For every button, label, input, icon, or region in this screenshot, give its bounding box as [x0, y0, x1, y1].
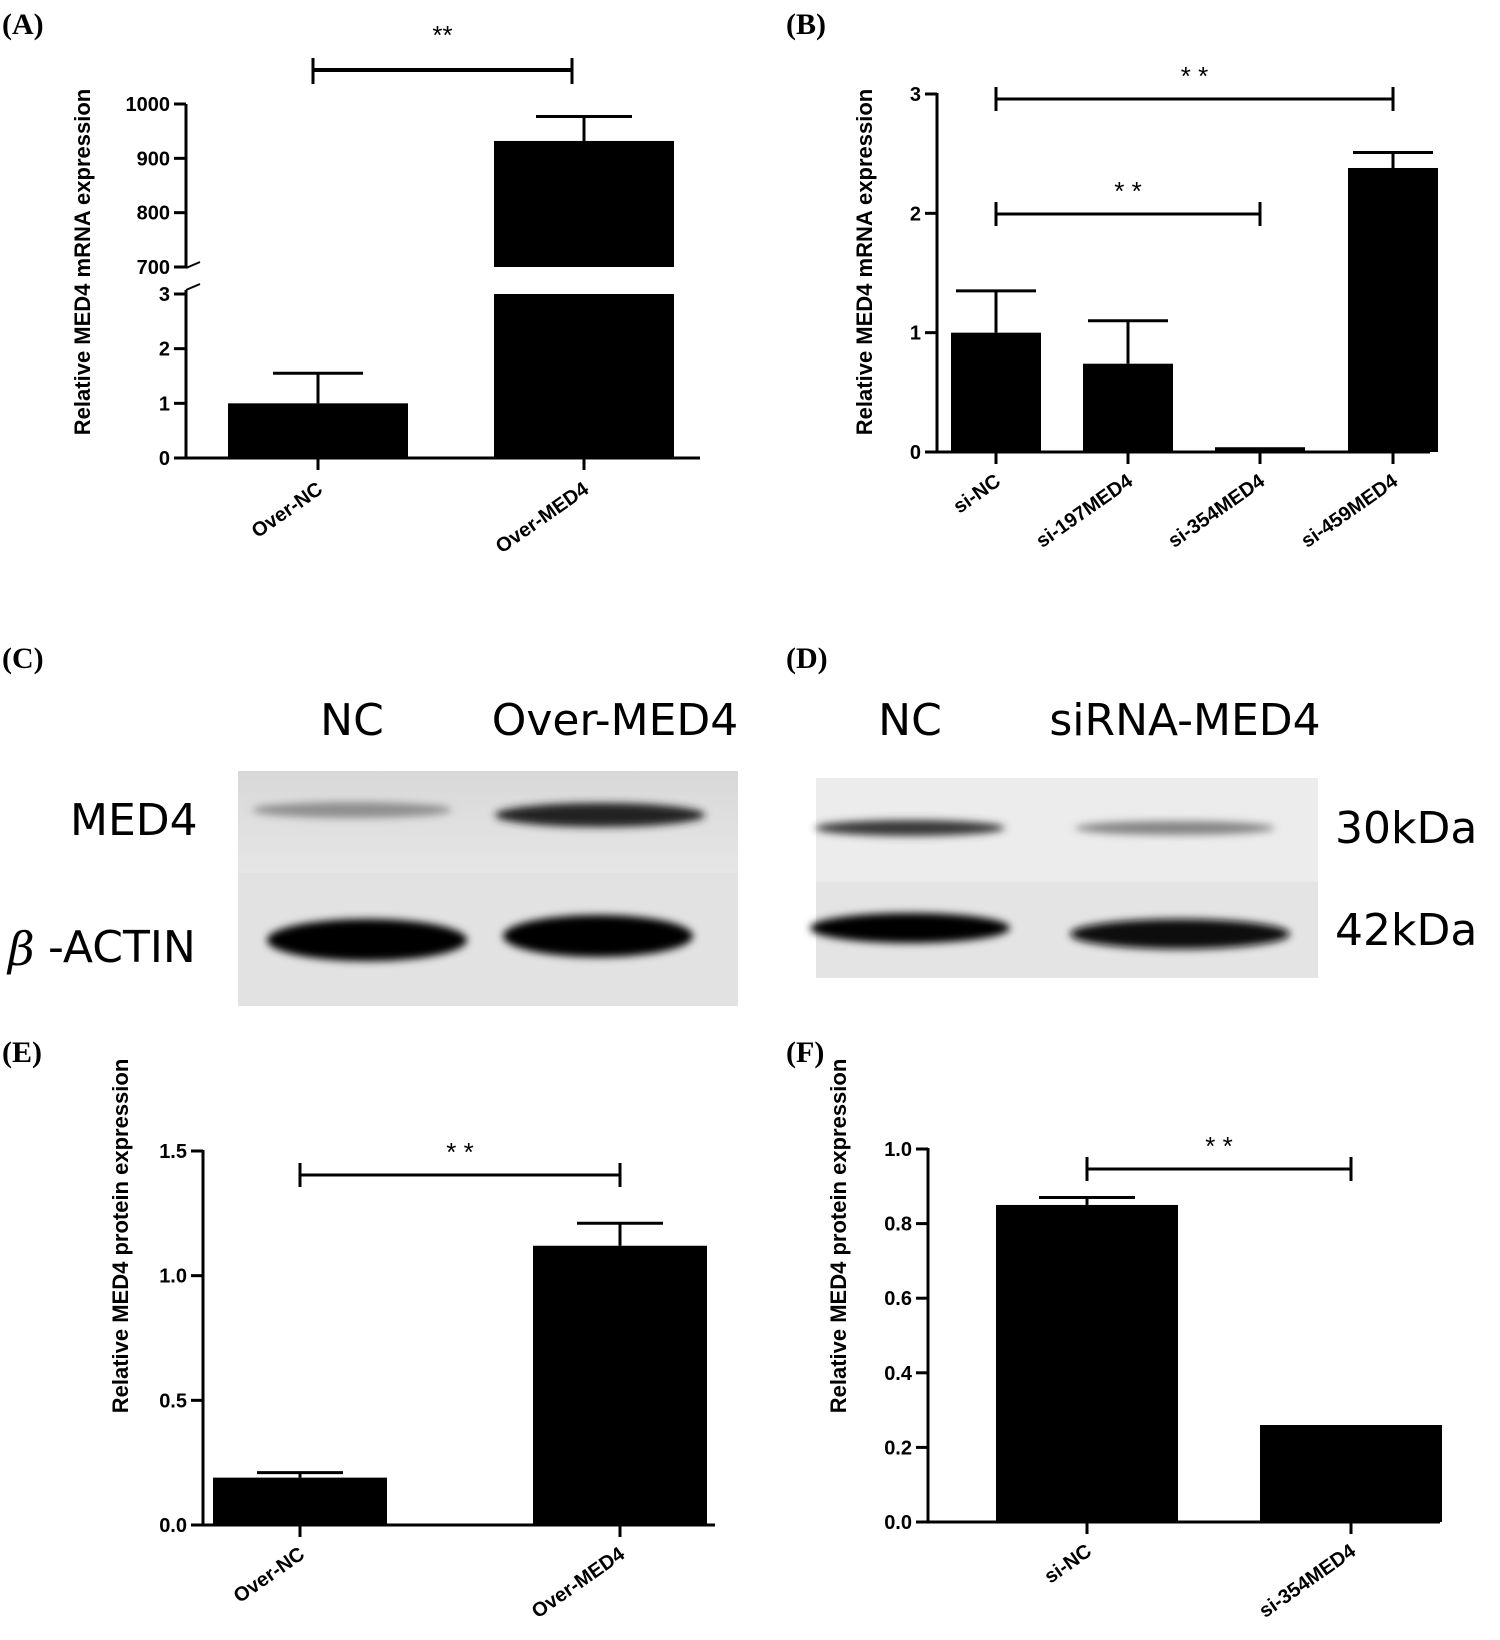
- bar: [951, 332, 1041, 452]
- beta-symbol: β: [6, 922, 35, 976]
- bar: [494, 140, 674, 267]
- x-tick-label: si-354MED4: [1255, 1540, 1360, 1623]
- panel-label-a: (A): [2, 8, 44, 41]
- blot-c-lane-over-med4: Over-MED4: [492, 695, 739, 746]
- y-tick-label: 700: [137, 257, 170, 279]
- x-tick-label: Over-NC: [230, 1543, 309, 1608]
- blot-c-row-med4: MED4: [70, 795, 198, 846]
- bar: [533, 1245, 707, 1525]
- blot-d-size-42kda: 42kDa: [1335, 905, 1477, 956]
- panel-label-e: (E): [2, 1036, 42, 1069]
- y-tick-label: 1.0: [159, 1266, 187, 1288]
- bar: [213, 1477, 387, 1525]
- y-tick-label: 2: [910, 203, 921, 225]
- blot-d-lane-sirna-med4: siRNA-MED4: [1049, 695, 1320, 746]
- y-tick-label: 0.0: [884, 1512, 912, 1534]
- y-tick-label: 1: [910, 323, 921, 345]
- y-tick-label: 0.4: [884, 1363, 913, 1385]
- panel-label-f: (F): [786, 1036, 824, 1069]
- blot-band: [1075, 821, 1275, 835]
- significance-label: * *: [1114, 176, 1141, 206]
- y-tick-label: 0.0: [159, 1515, 187, 1537]
- y-tick-label: 0: [159, 448, 170, 470]
- x-tick-label: si-NC: [949, 470, 1004, 518]
- y-tick-label: 3: [910, 84, 921, 106]
- y-tick-label: 1: [159, 393, 170, 415]
- bar: [228, 403, 408, 458]
- significance-label: * *: [1205, 1131, 1232, 1161]
- significance-label: * *: [446, 1137, 473, 1167]
- x-tick-label: si-459MED4: [1297, 470, 1402, 553]
- bar-lower-segment: [494, 294, 674, 458]
- y-tick-label: 900: [137, 148, 170, 170]
- chart-e-ylabel: Relative MED4 protein expression: [108, 1059, 133, 1414]
- chart-a: Relative MED4 mRNA expression 0 1 2 3 700 800…: [70, 20, 700, 558]
- chart-b-ylabel: Relative MED4 mRNA expression: [852, 89, 877, 435]
- x-tick-label: Over-MED4: [492, 478, 594, 558]
- y-tick-label: 0.6: [884, 1288, 912, 1310]
- x-tick-label: Over-NC: [248, 478, 327, 543]
- y-tick-label: 0.2: [884, 1437, 912, 1459]
- blot-band: [495, 803, 705, 827]
- chart-a-break-mark: [185, 283, 201, 291]
- panel-label-d: (D): [786, 642, 828, 675]
- blot-band: [810, 913, 1010, 943]
- western-blot-d: NC siRNA-MED4 30kDa 42kDa: [810, 695, 1477, 978]
- significance-label: **: [432, 20, 452, 50]
- y-tick-label: 3: [159, 284, 170, 306]
- chart-a-ylabel: Relative MED4 mRNA expression: [70, 89, 95, 435]
- y-tick-label: 0.8: [884, 1214, 912, 1236]
- bar: [1215, 447, 1305, 452]
- blot-band: [267, 919, 467, 961]
- blot-band: [252, 802, 452, 818]
- y-tick-label: 1.0: [884, 1139, 912, 1161]
- bar: [1260, 1425, 1442, 1522]
- x-tick-label: si-354MED4: [1164, 470, 1269, 553]
- panel-label-b: (B): [786, 8, 826, 41]
- western-blot-c: NC Over-MED4 MED4 β -ACTIN: [6, 695, 738, 1006]
- chart-a-break-mark: [185, 261, 201, 269]
- y-tick-label: 800: [137, 203, 170, 225]
- blot-d-size-30kda: 30kDa: [1335, 803, 1477, 854]
- bar: [996, 1204, 1178, 1522]
- chart-f-ylabel: Relative MED4 protein expression: [826, 1059, 851, 1414]
- blot-band: [503, 915, 693, 957]
- bar: [1083, 363, 1173, 452]
- x-tick-label: si-197MED4: [1032, 470, 1137, 553]
- blot-band: [1070, 919, 1290, 949]
- chart-e: Relative MED4 protein expression 0.0 0.5 1…: [108, 1059, 715, 1623]
- y-tick-label: 1.5: [159, 1141, 187, 1163]
- bar: [1348, 167, 1438, 452]
- panel-label-c: (C): [2, 642, 44, 675]
- blot-band: [815, 820, 1005, 836]
- blot-d-lane-nc: NC: [878, 695, 942, 746]
- y-tick-label: 2: [159, 339, 170, 361]
- y-tick-label: 1000: [126, 94, 171, 116]
- x-tick-label: Over-MED4: [528, 1543, 630, 1623]
- y-tick-label: 0: [910, 442, 921, 464]
- blot-c-lane-nc: NC: [320, 695, 384, 746]
- chart-f: Relative MED4 protein expression 0.0 0.2 0…: [826, 1059, 1442, 1623]
- significance-label: * *: [1181, 61, 1208, 91]
- blot-c-row-actin: -ACTIN: [48, 922, 196, 973]
- x-tick-label: si-NC: [1040, 1540, 1095, 1588]
- y-tick-label: 0.5: [159, 1390, 187, 1412]
- chart-b: Relative MED4 mRNA expression 0 1 2 3 si-NC s…: [852, 61, 1438, 552]
